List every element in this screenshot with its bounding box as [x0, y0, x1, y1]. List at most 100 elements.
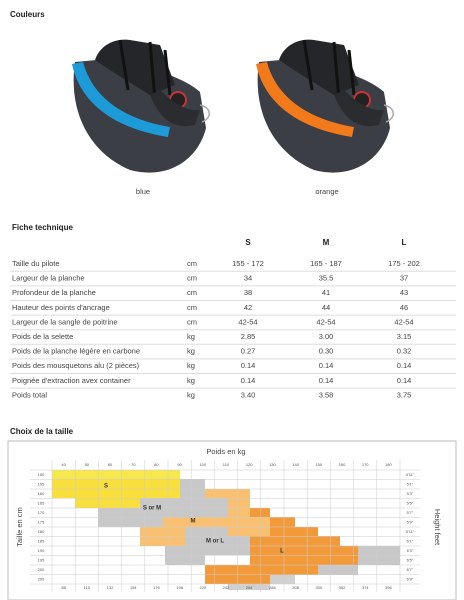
size-grid: 40 50 60 70 80 90 100 110 120 130 140 150 160 170 180 8…	[30, 460, 420, 592]
lbs-tick-label: 352	[339, 585, 346, 590]
column-header: L	[402, 238, 407, 247]
cm-tick-label: 175	[38, 519, 45, 524]
feet-tick-label: 6'9"	[407, 576, 414, 581]
section-title: Couleurs	[10, 10, 45, 19]
harness-body	[256, 38, 395, 175]
cell: 0.14	[241, 361, 256, 370]
color-label: orange	[315, 187, 338, 196]
kg-tick-label: 40	[61, 462, 66, 467]
kg-tick-label: 120	[246, 462, 253, 467]
cell: 3.58	[319, 390, 334, 399]
cell: 3.40	[241, 390, 256, 399]
cell: 46	[400, 303, 408, 312]
row-label: Taille du pilote	[12, 259, 60, 268]
unit: kg	[187, 347, 195, 356]
cm-tick-label: 155	[38, 481, 45, 486]
row-label: Profondeur de la planche	[12, 288, 96, 297]
cm-tick-label: 205	[38, 576, 45, 581]
row-label: Poids de la planche légère en carbone	[12, 347, 140, 356]
lbs-tick-label: 88	[61, 585, 66, 590]
harness-accent	[256, 62, 354, 137]
cm-tick-label: 170	[38, 510, 45, 515]
zone-label: S or M	[143, 506, 161, 512]
zone-label: M or L	[206, 539, 224, 545]
feet-tick-label: 5'11"	[406, 529, 415, 534]
cell: 0.30	[319, 347, 334, 356]
row-label: Largeur de la planche	[12, 274, 85, 283]
lbs-tick-label: 396	[385, 585, 392, 590]
cell: 42-54	[394, 317, 413, 326]
unit: cm	[187, 303, 197, 312]
unit: kg	[187, 390, 195, 399]
cm-tick-label: 180	[38, 529, 45, 534]
kg-tick-label: 150	[315, 462, 322, 467]
lbs-tick-label: 286	[269, 585, 276, 590]
harness	[72, 38, 211, 175]
lbs-tick-label: 176	[153, 585, 160, 590]
cell: 34	[244, 274, 252, 283]
cell: 44	[322, 303, 330, 312]
cm-tick-label: 150	[38, 472, 45, 477]
unit: kg	[187, 332, 195, 341]
kg-tick-label: 130	[269, 462, 276, 467]
cell: 3.75	[397, 390, 412, 399]
cell: 175 - 202	[388, 259, 420, 268]
kg-tick-label: 50	[85, 462, 90, 467]
zone-label: M	[191, 519, 196, 525]
unit: cm	[187, 274, 197, 283]
cm-tick-label: 165	[38, 500, 45, 505]
feet-tick-label: 6'1"	[407, 538, 414, 543]
cm-tick-label: 160	[38, 491, 45, 496]
unit: cm	[187, 288, 197, 297]
kg-tick-label: 100	[199, 462, 206, 467]
feet-tick-label: 5'5"	[407, 500, 414, 505]
lbs-tick-label: 110	[84, 585, 91, 590]
feet-tick-label: 5'3"	[407, 491, 414, 496]
feet-tick-label: 5'1"	[407, 481, 414, 486]
cell: 155 - 172	[232, 259, 264, 268]
cell: 2.85	[241, 332, 256, 341]
harness-body	[72, 38, 211, 175]
cell: 38	[244, 288, 252, 297]
cell: 0.14	[397, 376, 412, 385]
zone-label: S	[104, 484, 108, 490]
cell: 165 - 187	[310, 259, 342, 268]
color-label: blue	[136, 187, 150, 196]
feet-tick-label: 6'7"	[407, 567, 414, 572]
lbs-tick-label: 220	[199, 585, 206, 590]
cell: 43	[400, 288, 408, 297]
row-label: Poids total	[12, 390, 47, 399]
lbs-tick-label: 154	[130, 585, 137, 590]
cm-tick-label: 190	[38, 548, 45, 553]
cm-tick-label: 185	[38, 538, 45, 543]
feet-tick-label: 5'7"	[407, 510, 414, 515]
lbs-tick-label: 242	[223, 585, 230, 590]
unit: cm	[187, 259, 197, 268]
kg-tick-label: 140	[292, 462, 299, 467]
cell: 42-54	[316, 317, 335, 326]
cell: 0.14	[241, 376, 256, 385]
kg-tick-label: 170	[362, 462, 369, 467]
cell: 42-54	[238, 317, 257, 326]
cell: 42	[244, 303, 252, 312]
cell: 0.27	[241, 347, 256, 356]
column-header: S	[245, 238, 251, 247]
zone-label: L	[280, 549, 284, 555]
cell: 0.14	[319, 376, 334, 385]
feet-tick-label: 4'11"	[406, 472, 415, 477]
feet-tick-label: 5'9"	[407, 519, 414, 524]
cell: 0.32	[397, 347, 412, 356]
spec-table: S M L Taille du pilote cm 155 - 172 165 - 187 1…	[10, 238, 456, 399]
lbs-tick-label: 308	[292, 585, 299, 590]
section-title: Choix de la taille	[10, 427, 74, 436]
left-axis-label: Taille en cm	[15, 507, 24, 547]
kg-tick-label: 60	[108, 462, 113, 467]
kg-tick-label: 180	[385, 462, 392, 467]
cell: 0.14	[397, 361, 412, 370]
kg-tick-label: 160	[339, 462, 346, 467]
lbs-tick-label: 198	[176, 585, 183, 590]
kg-tick-label: 80	[154, 462, 159, 467]
harness-accent	[72, 62, 170, 137]
cell: 41	[322, 288, 330, 297]
